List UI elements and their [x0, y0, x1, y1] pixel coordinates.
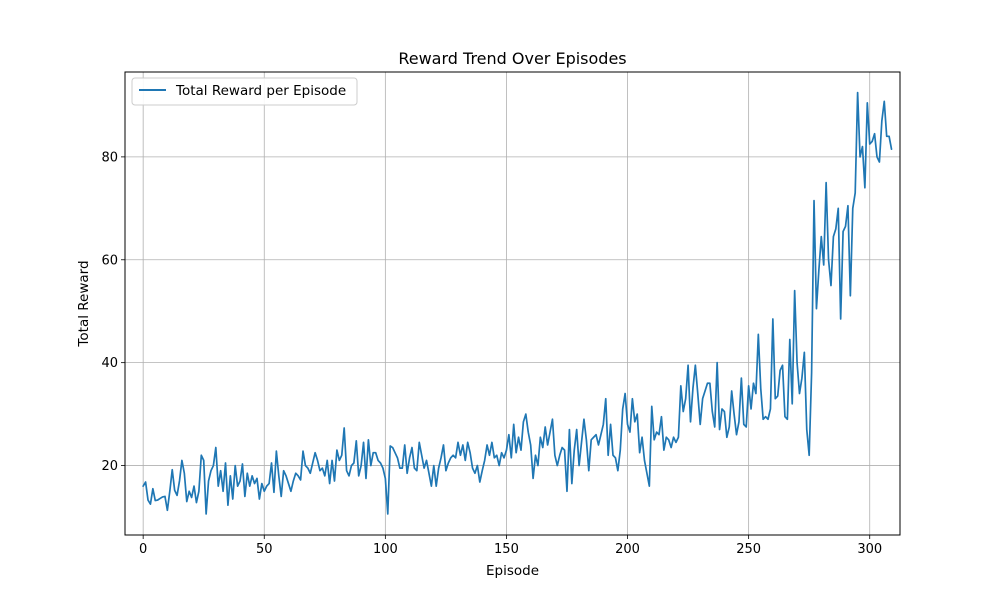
x-tick-label: 0 — [139, 542, 147, 557]
x-tick-label: 150 — [494, 542, 519, 557]
legend-box — [131, 77, 358, 106]
x-tick-label: 200 — [615, 542, 640, 557]
series-layer — [142, 91, 893, 515]
x-axis-label: Episode — [486, 563, 539, 579]
x-tick-label: 300 — [857, 542, 882, 557]
y-tick-label: 60 — [101, 253, 118, 268]
x-tick-label: 250 — [736, 542, 761, 557]
grid-lines — [125, 72, 900, 535]
y-tick-label: 20 — [101, 459, 118, 474]
series-line-total-reward — [142, 91, 893, 515]
x-tick-label: 50 — [256, 542, 273, 557]
y-tick-label: 40 — [101, 356, 118, 371]
y-axis-label: Total Reward — [76, 260, 92, 347]
plot-area-frame — [124, 71, 901, 536]
legend-label: Total Reward per Episode — [175, 83, 346, 99]
chart-title: Reward Trend Over Episodes — [398, 49, 626, 68]
axis-ticks: 0 50 100 150 200 250 300 20 40 60 80 — [101, 150, 882, 557]
legend: Total Reward per Episode — [131, 77, 358, 106]
y-tick-label: 80 — [101, 150, 118, 165]
x-tick-label: 100 — [373, 542, 398, 557]
